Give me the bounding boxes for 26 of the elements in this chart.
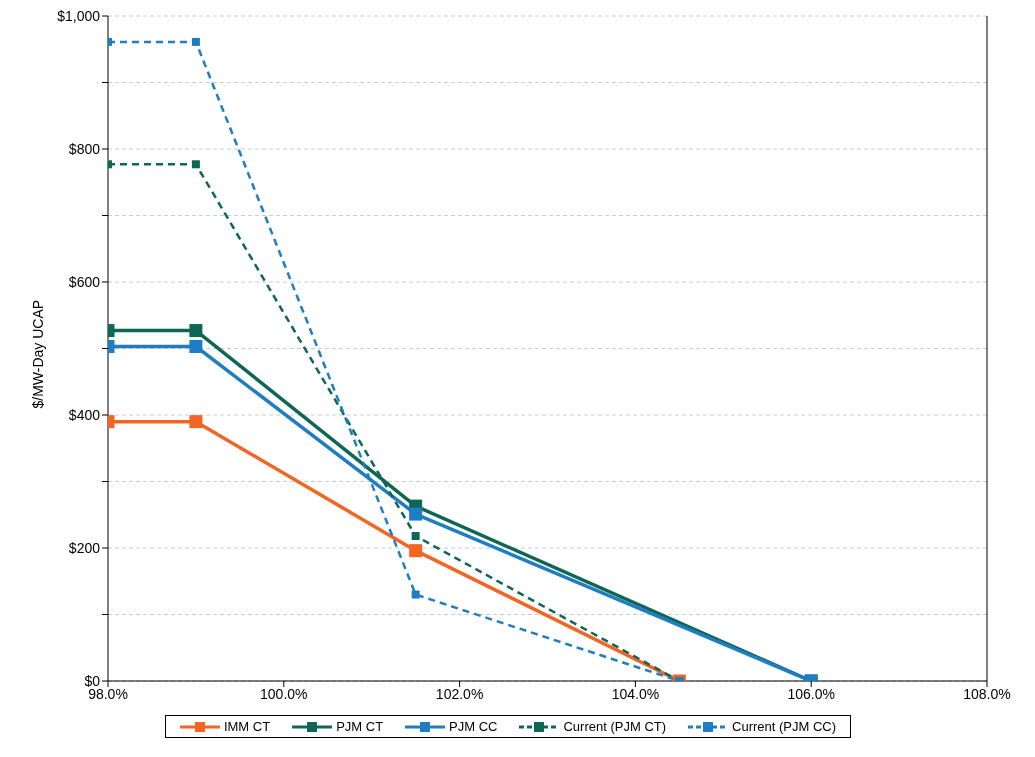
legend-label: Current (PJM CT) <box>563 719 667 734</box>
x-tick-label: 104.0% <box>611 685 660 702</box>
point <box>189 340 203 354</box>
x-tick-label: 106.0% <box>787 685 835 702</box>
point <box>189 324 203 338</box>
point <box>409 544 423 558</box>
y-tick-label: $200 <box>68 539 101 556</box>
point <box>409 507 423 521</box>
point <box>191 160 200 169</box>
y-axis-title: $/MW-Day UCAP <box>29 299 46 409</box>
y-tick-label: $0 <box>84 672 101 689</box>
point <box>411 590 420 599</box>
y-tick-label: $400 <box>68 406 101 423</box>
y-tick-label: $600 <box>68 273 101 290</box>
point <box>411 532 420 541</box>
y-tick-label: $1,000 <box>57 7 101 24</box>
x-tick-label: 108.0% <box>963 685 1011 702</box>
legend-label: PJM CT <box>336 719 384 734</box>
x-tick-label: 100.0% <box>260 685 308 702</box>
y-tick-label: $800 <box>68 140 101 157</box>
point <box>189 415 203 429</box>
legend-label: IMM CT <box>223 719 271 734</box>
legend-label: PJM CC <box>449 719 498 734</box>
point <box>191 37 200 46</box>
legend-label: Current (PJM CC) <box>732 719 837 734</box>
x-tick-label: 102.0% <box>435 685 484 702</box>
